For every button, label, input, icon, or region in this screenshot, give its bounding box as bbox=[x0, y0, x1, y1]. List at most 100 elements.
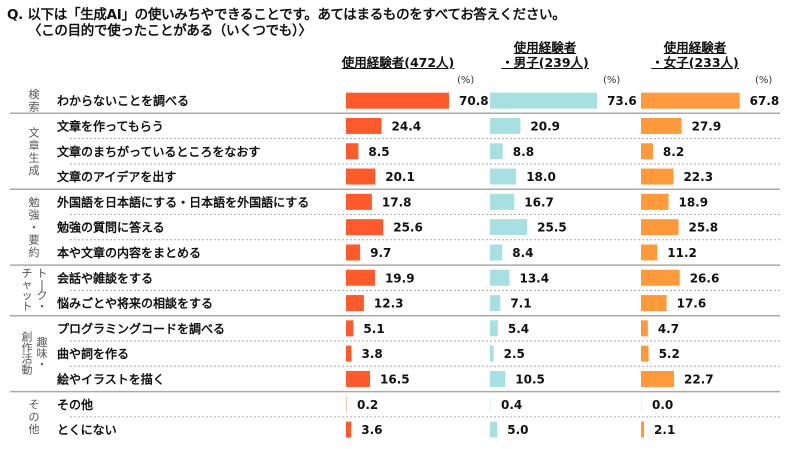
category-label: 勉強の質問に答える bbox=[56, 220, 165, 235]
category-label: その他 bbox=[57, 397, 93, 412]
value-label: 5.0 bbox=[507, 423, 528, 437]
column-header-all-line2: 使用経験者(472人) bbox=[341, 55, 455, 70]
group-label-char: | bbox=[40, 278, 44, 291]
value-label: 8.2 bbox=[663, 145, 684, 159]
group-label-char: ク bbox=[37, 289, 48, 302]
category-label: 文章を作ってもらう bbox=[57, 118, 164, 133]
group-label-char: 要 bbox=[29, 233, 40, 246]
bar-female bbox=[641, 345, 649, 362]
value-label: 73.6 bbox=[607, 94, 637, 108]
value-label: 17.8 bbox=[382, 195, 412, 209]
group-label-char: 文 bbox=[29, 125, 40, 139]
category-label: プログラミングコードを調べる bbox=[57, 321, 225, 336]
value-label: 0.0 bbox=[652, 398, 673, 412]
group-label-char: 趣 bbox=[37, 335, 48, 349]
bar-female bbox=[641, 320, 648, 337]
bar-male bbox=[490, 370, 506, 387]
value-label: 9.7 bbox=[370, 246, 391, 260]
bar-male bbox=[490, 168, 517, 185]
value-label: 22.3 bbox=[683, 170, 713, 184]
value-label: 5.4 bbox=[508, 322, 529, 336]
group-label-char: 成 bbox=[29, 164, 40, 177]
column-header-female: 使用経験者 ・女子(233人) bbox=[620, 40, 770, 70]
value-label: 8.8 bbox=[513, 145, 534, 159]
group-label-char: 索 bbox=[29, 100, 40, 114]
value-label: 25.5 bbox=[537, 221, 567, 235]
bar-all bbox=[346, 117, 382, 134]
bar-male bbox=[490, 421, 498, 438]
bar-female bbox=[641, 244, 658, 261]
value-label: 5.1 bbox=[363, 322, 384, 336]
group-label-char: ト bbox=[37, 267, 48, 280]
bar-male bbox=[490, 117, 521, 134]
category-label: 文章のまちがっているところをなおす bbox=[57, 144, 260, 159]
value-label: 16.5 bbox=[380, 372, 410, 386]
group-label-char: ・ bbox=[37, 300, 48, 313]
group-label-char: そ bbox=[29, 398, 40, 411]
column-header-male-line2: ・男子(239人) bbox=[501, 55, 589, 70]
value-label: 8.4 bbox=[512, 246, 533, 260]
bar-all bbox=[346, 143, 359, 160]
category-label: 悩みごとや将来の相談をする bbox=[56, 296, 213, 311]
value-label: 17.6 bbox=[677, 297, 707, 311]
group-label-char: ・ bbox=[29, 221, 40, 234]
value-label: 20.1 bbox=[385, 170, 415, 184]
column-header-male: 使用経験者 ・男子(239人) bbox=[470, 40, 620, 70]
bar-male bbox=[490, 92, 598, 109]
value-label: 2.5 bbox=[504, 347, 525, 361]
bar-all bbox=[346, 269, 375, 286]
value-label: 0.2 bbox=[357, 398, 378, 412]
bar-all bbox=[346, 370, 371, 387]
column-header-all: 使用経験者(472人) bbox=[318, 55, 478, 70]
bar-all bbox=[346, 219, 384, 236]
value-label: 13.4 bbox=[519, 271, 549, 285]
value-label: 7.1 bbox=[510, 297, 531, 311]
group-label-char: 作 bbox=[22, 341, 33, 354]
bar-female bbox=[641, 168, 674, 185]
column-header-female-line1: 使用経験者 bbox=[663, 40, 727, 55]
value-label: 12.3 bbox=[374, 297, 404, 311]
bar-all bbox=[346, 168, 376, 185]
value-label: 8.5 bbox=[368, 145, 389, 159]
group-label-char: 強 bbox=[29, 208, 40, 221]
group-label-char: 章 bbox=[29, 138, 40, 152]
bar-male bbox=[490, 295, 501, 312]
value-label: 20.9 bbox=[530, 119, 560, 133]
bar-female bbox=[641, 219, 679, 236]
group-label-char: チ bbox=[22, 267, 33, 280]
bar-all bbox=[346, 421, 352, 438]
bar-all bbox=[346, 92, 450, 109]
value-label: 0.4 bbox=[501, 398, 522, 412]
bar-male bbox=[490, 396, 491, 413]
bar-female bbox=[641, 143, 653, 160]
group-label-char: ッ bbox=[22, 289, 33, 302]
value-label: 16.7 bbox=[524, 195, 554, 209]
question-subtitle: 〈この目的で使ったことがある（いくつでも）〉 bbox=[28, 23, 312, 39]
group-label-char: 創 bbox=[22, 329, 33, 343]
value-label: 70.8 bbox=[459, 94, 489, 108]
bar-male bbox=[490, 143, 503, 160]
group-label-char: の bbox=[29, 411, 40, 424]
value-label: 3.8 bbox=[362, 347, 383, 361]
value-label: 24.4 bbox=[392, 119, 422, 133]
category-label: わからないことを調べる bbox=[57, 93, 189, 108]
question-title: Q. 以下は「生成AI」の使いみちやできることです。あてはまるものをすべてお答え… bbox=[7, 7, 566, 23]
bar-female bbox=[641, 421, 645, 438]
bar-female bbox=[641, 370, 675, 387]
unit-label-male: (%) bbox=[603, 75, 621, 86]
value-label: 25.8 bbox=[689, 221, 719, 235]
unit-label-all: (%) bbox=[457, 75, 475, 86]
unit-label-female: (%) bbox=[755, 75, 773, 86]
bar-male bbox=[490, 345, 494, 362]
group-label-char: ャ bbox=[22, 278, 33, 291]
value-label: 3.6 bbox=[361, 423, 382, 437]
value-label: 2.1 bbox=[654, 423, 675, 437]
bar-female bbox=[641, 295, 667, 312]
value-label: 22.7 bbox=[684, 372, 714, 386]
category-label: 会話や雑談をする bbox=[57, 270, 153, 285]
bar-female bbox=[641, 193, 669, 210]
bar-male bbox=[490, 320, 498, 337]
value-label: 11.2 bbox=[667, 246, 697, 260]
category-label: 文章のアイデアを出す bbox=[57, 169, 176, 184]
